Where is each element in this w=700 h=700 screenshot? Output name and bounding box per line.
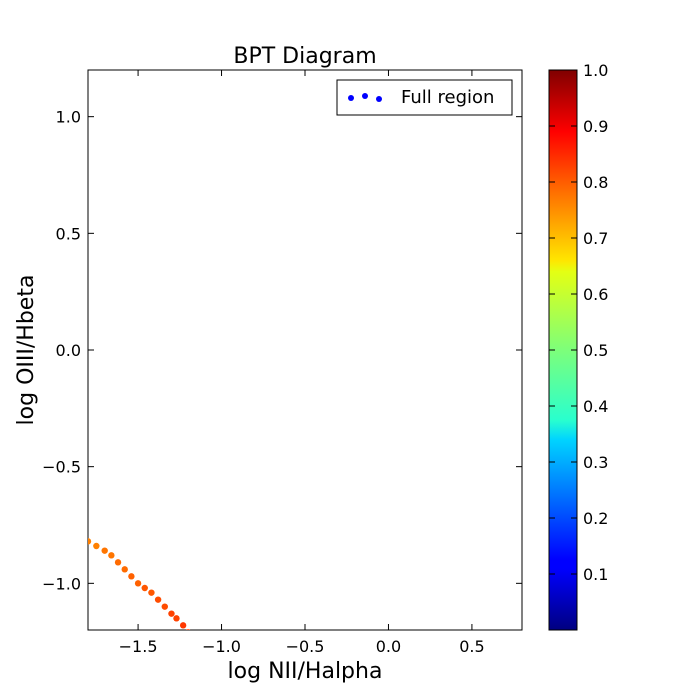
colorbar-tick-label: 0.1 (583, 565, 608, 584)
colorbar: 0.1 0.2 0.3 0.4 0.5 0.6 0.7 0.8 0.9 1.0 (548, 61, 608, 631)
scatter-point (179, 622, 187, 629)
chart-title: BPT Diagram (233, 44, 376, 69)
x-tick-label: 0.0 (376, 637, 401, 656)
colorbar-tick-label: 0.2 (583, 509, 608, 528)
y-axis-ticks: −1.0 −0.5 0.0 0.5 1.0 (42, 108, 522, 593)
scatter-point (128, 573, 135, 580)
colorbar-ticks: 0.1 0.2 0.3 0.4 0.5 0.6 0.7 0.8 0.9 1.0 (549, 61, 608, 584)
colorbar-tick-label: 0.9 (583, 117, 608, 136)
scatter-point (168, 610, 175, 617)
y-tick-label: 1.0 (56, 108, 81, 127)
scatter-point (173, 615, 180, 622)
scatter-point (148, 589, 155, 596)
y-tick-label: −0.5 (42, 458, 81, 477)
scatter-point (121, 566, 128, 573)
scatter-point (101, 547, 108, 554)
y-tick-label: 0.0 (56, 341, 81, 360)
colorbar-tick-label: 0.5 (583, 341, 608, 360)
x-tick-label: −1.5 (119, 637, 158, 656)
x-axis-ticks: −1.5 −1.0 −0.5 0.0 0.5 (119, 70, 485, 656)
x-tick-label: −0.5 (286, 637, 325, 656)
scatter-point (114, 559, 122, 566)
y-tick-label: 0.5 (56, 224, 81, 243)
colorbar-tick-label: 0.7 (583, 229, 608, 248)
colorbar-tick-label: 0.8 (583, 173, 608, 192)
colorbar-tick-label: 1.0 (583, 61, 608, 80)
scatter-point (154, 596, 162, 603)
colorbar-tick-label: 0.6 (583, 285, 608, 304)
scatter-point (134, 580, 142, 587)
scatter-point (141, 584, 148, 592)
legend-marker (348, 95, 354, 101)
x-axis-label: log NII/Halpha (228, 659, 383, 684)
scatter-point (161, 603, 168, 610)
legend-marker (376, 96, 382, 102)
scatter-point (185, 629, 191, 630)
x-tick-label: −1.0 (202, 637, 241, 656)
scatter-point (108, 552, 115, 559)
legend-marker (362, 93, 368, 99)
legend-entry-label: Full region (401, 87, 494, 108)
scatter-point (88, 538, 92, 545)
y-tick-label: −1.0 (42, 574, 81, 593)
colorbar-tick-label: 0.4 (583, 397, 608, 416)
scatter-points (88, 538, 191, 630)
colorbar-tick-label: 0.3 (583, 453, 608, 472)
plot-area (87, 69, 523, 631)
legend-marker-icon (348, 93, 382, 102)
legend: Full region (336, 79, 513, 116)
x-tick-label: 0.5 (459, 637, 484, 656)
y-axis-label: log OIII/Hbeta (14, 275, 39, 426)
scatter-point (93, 542, 100, 550)
